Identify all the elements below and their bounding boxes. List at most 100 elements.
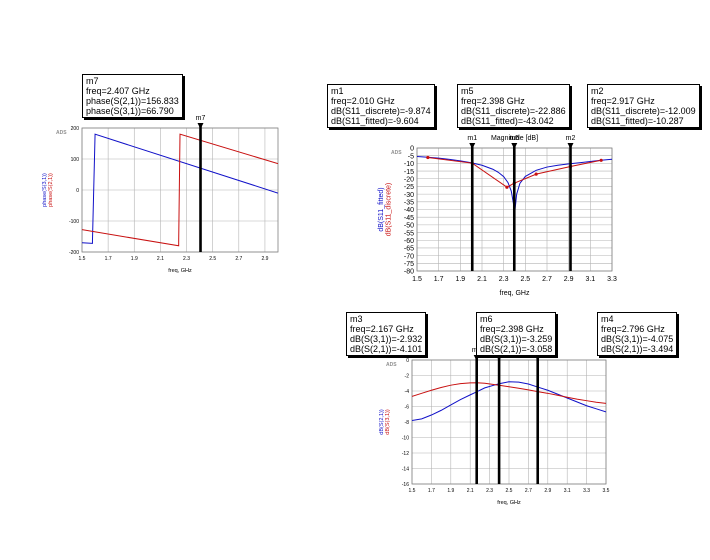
marker-readout-line: freq=2.407 GHz	[86, 86, 150, 96]
marker-readout-m1[interactable]: m1 freq=2.010 GHz dB(S11_discrete)=-9.874 d…	[327, 84, 435, 128]
y-tick-label: -20	[404, 176, 414, 183]
marker-readout-line: freq=2.167 GHz	[350, 324, 414, 334]
marker-readout-line: dB(S(3,1))=-4.075	[601, 334, 674, 344]
y-tick-label: -75	[404, 261, 414, 268]
y-tick-label: -65	[404, 246, 414, 253]
y-tick-label: -5	[408, 153, 414, 160]
x-tick-label: 3.1	[564, 488, 571, 494]
marker-readout-m6[interactable]: m6 freq=2.398 GHz dB(S(3,1))=-3.259 dB(S(2,…	[476, 312, 557, 356]
marker-readout-line: m2	[591, 86, 604, 96]
x-tick-label: 3.5	[603, 488, 610, 494]
y-tick-label: 0	[76, 188, 79, 194]
x-tick-label: 2.5	[209, 256, 216, 262]
plot-frame	[411, 359, 607, 485]
x-tick-label: 2.7	[525, 488, 532, 494]
marker-readout-line: dB(S11_discrete)=-9.874	[331, 106, 431, 116]
ads-logo: ADS	[391, 150, 402, 156]
plot-frame	[81, 127, 279, 253]
marker-readout-m5[interactable]: m5 freq=2.398 GHz dB(S11_discrete)=-22.886…	[457, 84, 570, 128]
y-tick-label: -8	[405, 420, 410, 426]
y-tick-label: -60	[404, 238, 414, 245]
marker-readout-m2[interactable]: m2 freq=2.917 GHz dB(S11_discrete)=-12.009…	[587, 84, 700, 128]
marker-handle-m5[interactable]	[511, 143, 518, 149]
chart-magnitude: 1.5 1.7 1.9 2.1 2.3 2.5 2.7 2.9 3.1 3.30-5-10-15-…	[378, 135, 617, 297]
x-tick-label: 1.9	[455, 276, 465, 283]
y-tick-label: -55	[404, 230, 414, 237]
y-tick-label: -2	[405, 373, 410, 379]
marker-readout-line: dB(S11_fitted)=-43.042	[461, 116, 554, 126]
x-tick-label: 1.9	[131, 256, 138, 262]
marker-handle-m7[interactable]	[197, 123, 204, 129]
x-axis-label: freq, GHz	[497, 500, 521, 506]
marker-readout-line: phase(S(2,1))=156.833	[86, 96, 179, 106]
y-tick-label: -50	[404, 223, 414, 230]
marker-readout-line: dB(S11_fitted)=-9.604	[331, 116, 419, 126]
marker-readout-line: dB(S(2,1))=-4.101	[350, 344, 423, 354]
y-tick-label: -80	[404, 269, 414, 276]
y-tick-label: -15	[404, 169, 414, 176]
marker-readout-line: m6	[480, 314, 493, 324]
x-tick-label: 1.7	[428, 488, 435, 494]
marker-readout-line: dB(S11_discrete)=-12.009	[591, 106, 696, 116]
y-axis-label: phase(S(2,1))	[48, 173, 54, 207]
marker-readout-m7[interactable]: m7 freq=2.407 GHz phase(S(2,1))=156.833 pha…	[82, 74, 183, 118]
y-tick-label: -6	[405, 404, 410, 410]
marker-readout-line: m4	[601, 314, 614, 324]
x-tick-label: 2.5	[506, 488, 513, 494]
marker-readout-line: freq=2.917 GHz	[591, 96, 655, 106]
y-tick-label: -70	[404, 253, 414, 260]
marker-readout-line: dB(S11_discrete)=-22.886	[461, 106, 566, 116]
y-tick-label: -25	[404, 184, 414, 191]
x-tick-label: 2.1	[157, 256, 164, 262]
y-tick-label: 100	[71, 157, 80, 163]
chart-phase: 1.5 1.7 1.9 2.1 2.3 2.5 2.7 2.9 200 100 0 -100 -200 A…	[42, 115, 279, 274]
marker-readout-line: freq=2.398 GHz	[461, 96, 525, 106]
marker-readout-line: dB(S(3,1))=-3.259	[480, 334, 553, 344]
chart-title: Magnitude [dB]	[491, 135, 538, 142]
marker-readout-line: m3	[350, 314, 363, 324]
marker-readout-line: dB(S(2,1))=-3.494	[601, 344, 674, 354]
marker-readout-line: dB(S(3,1))=-2.932	[350, 334, 423, 344]
marker-handle-m6[interactable]	[496, 355, 503, 361]
marker-readout-m4[interactable]: m4 freq=2.796 GHz dB(S(3,1))=-4.075 dB(S(2,…	[597, 312, 678, 356]
y-axis-label: dB(S(2,1))	[379, 409, 385, 435]
marker-readout-line: phase(S(3,1))=66.790	[86, 106, 174, 116]
x-tick-label: 2.7	[542, 276, 552, 283]
chart-transmission: 1.5 1.7 1.9 2.1 2.3 2.5 2.7 2.9 3.1 3.3 3.5 0 -2 -4 -6…	[379, 347, 610, 506]
x-tick-label: 2.3	[499, 276, 509, 283]
marker-handle-m1[interactable]	[469, 143, 476, 149]
y-tick-label: -14	[402, 466, 409, 472]
x-tick-label: 2.9	[564, 276, 574, 283]
marker-handle-m4[interactable]	[534, 355, 541, 361]
series-line-dB(S(3,1))	[412, 382, 606, 404]
marker-label-m5: m5	[509, 135, 519, 142]
marker-readout-line: m1	[331, 86, 344, 96]
marker-handle-m2[interactable]	[567, 143, 574, 149]
marker-readout-line: freq=2.010 GHz	[331, 96, 395, 106]
marker-readout-m3[interactable]: m3 freq=2.167 GHz dB(S(3,1))=-2.932 dB(S(2,…	[346, 312, 427, 356]
x-tick-label: 2.3	[486, 488, 493, 494]
y-tick-label: -4	[405, 389, 410, 395]
y-axis-label: dB(S(3,1))	[385, 409, 391, 435]
x-tick-label: 2.1	[477, 276, 487, 283]
marker-readout-line: freq=2.796 GHz	[601, 324, 665, 334]
ads-logo: ADS	[56, 130, 67, 136]
y-tick-label: -200	[69, 250, 79, 256]
marker-label-m2: m2	[566, 135, 576, 142]
y-tick-label: -10	[404, 161, 414, 168]
y-tick-label: -12	[402, 451, 409, 457]
y-axis-label: dB(S11_discrete)	[386, 183, 393, 237]
marker-label-m7: m7	[196, 115, 206, 122]
y-tick-label: 0	[410, 146, 414, 153]
y-tick-label: 200	[71, 126, 80, 132]
x-axis-label: freq, GHz	[168, 268, 192, 274]
marker-handle-m3[interactable]	[473, 355, 480, 361]
y-tick-label: -40	[404, 207, 414, 214]
y-tick-label: -35	[404, 200, 414, 207]
data-point	[426, 155, 430, 160]
x-tick-label: 3.3	[607, 276, 617, 283]
data-point	[505, 185, 509, 189]
x-tick-label: 1.7	[105, 256, 112, 262]
series-line-dB(S(2,1))	[412, 381, 606, 421]
